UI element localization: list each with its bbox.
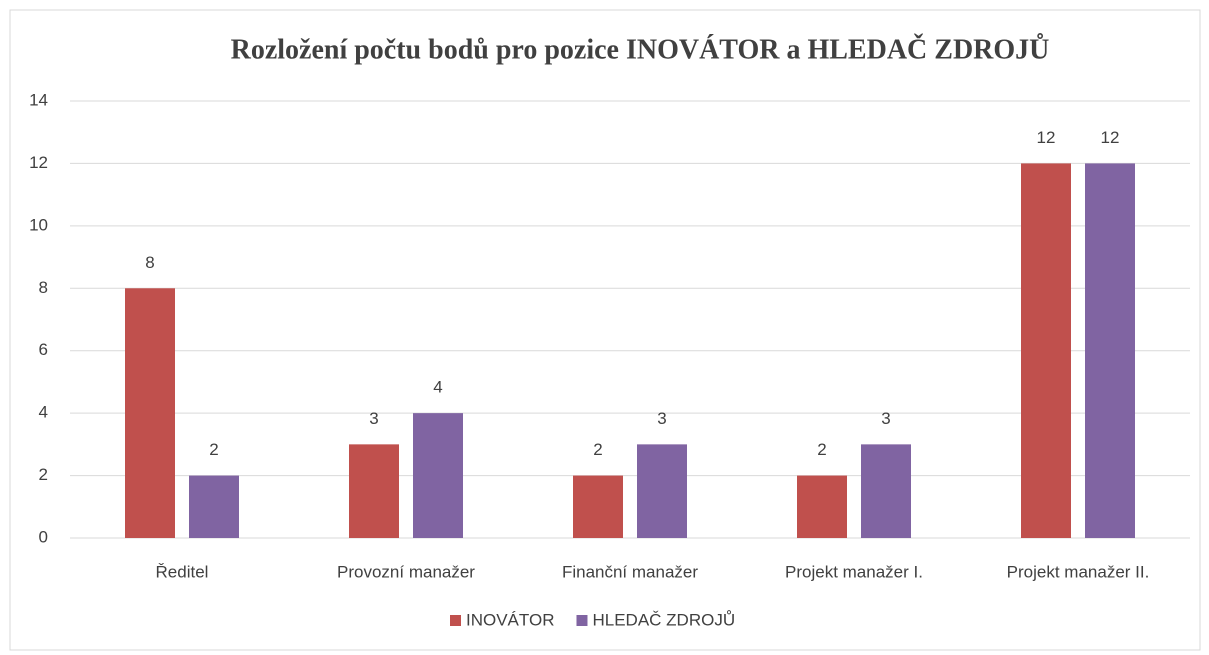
y-tick-label: 6 bbox=[39, 340, 48, 359]
bar bbox=[1021, 163, 1071, 538]
x-tick-label: Projekt manažer I. bbox=[785, 562, 923, 581]
chart-title: Rozložení počtu bodů pro pozice INOVÁTOR… bbox=[231, 33, 1050, 65]
legend-swatch bbox=[450, 615, 461, 626]
y-tick-label: 0 bbox=[39, 527, 48, 546]
y-tick-label: 12 bbox=[29, 153, 48, 172]
x-tick-label: Ředitel bbox=[156, 562, 209, 581]
x-tick-label: Projekt manažer II. bbox=[1007, 562, 1150, 581]
bar bbox=[573, 475, 623, 538]
data-label: 2 bbox=[593, 440, 602, 459]
y-tick-label: 8 bbox=[39, 278, 48, 297]
bar bbox=[637, 444, 687, 538]
data-label: 3 bbox=[881, 409, 890, 428]
data-label: 2 bbox=[209, 440, 218, 459]
bar bbox=[797, 475, 847, 538]
y-tick-label: 2 bbox=[39, 465, 48, 484]
legend-label: HLEDAČ ZDROJŮ bbox=[592, 610, 735, 629]
legend-swatch bbox=[576, 615, 588, 626]
chart-frame bbox=[9, 9, 1201, 651]
x-tick-label: Provozní manažer bbox=[337, 562, 475, 581]
legend-label: INOVÁTOR bbox=[466, 610, 554, 629]
bar bbox=[349, 444, 399, 538]
y-tick-label: 4 bbox=[39, 403, 48, 422]
data-label: 12 bbox=[1101, 128, 1120, 147]
y-tick-label: 10 bbox=[29, 215, 48, 234]
bar bbox=[125, 288, 175, 538]
bar bbox=[861, 444, 911, 538]
data-label: 12 bbox=[1037, 128, 1056, 147]
data-label: 3 bbox=[369, 409, 378, 428]
y-tick-label: 14 bbox=[29, 90, 48, 109]
data-label: 4 bbox=[433, 378, 442, 397]
bar bbox=[1085, 163, 1135, 538]
bar bbox=[189, 475, 239, 538]
data-label: 2 bbox=[817, 440, 826, 459]
x-tick-label: Finanční manažer bbox=[562, 562, 698, 581]
data-label: 8 bbox=[145, 253, 154, 272]
bar bbox=[413, 413, 463, 538]
data-label: 3 bbox=[657, 409, 666, 428]
